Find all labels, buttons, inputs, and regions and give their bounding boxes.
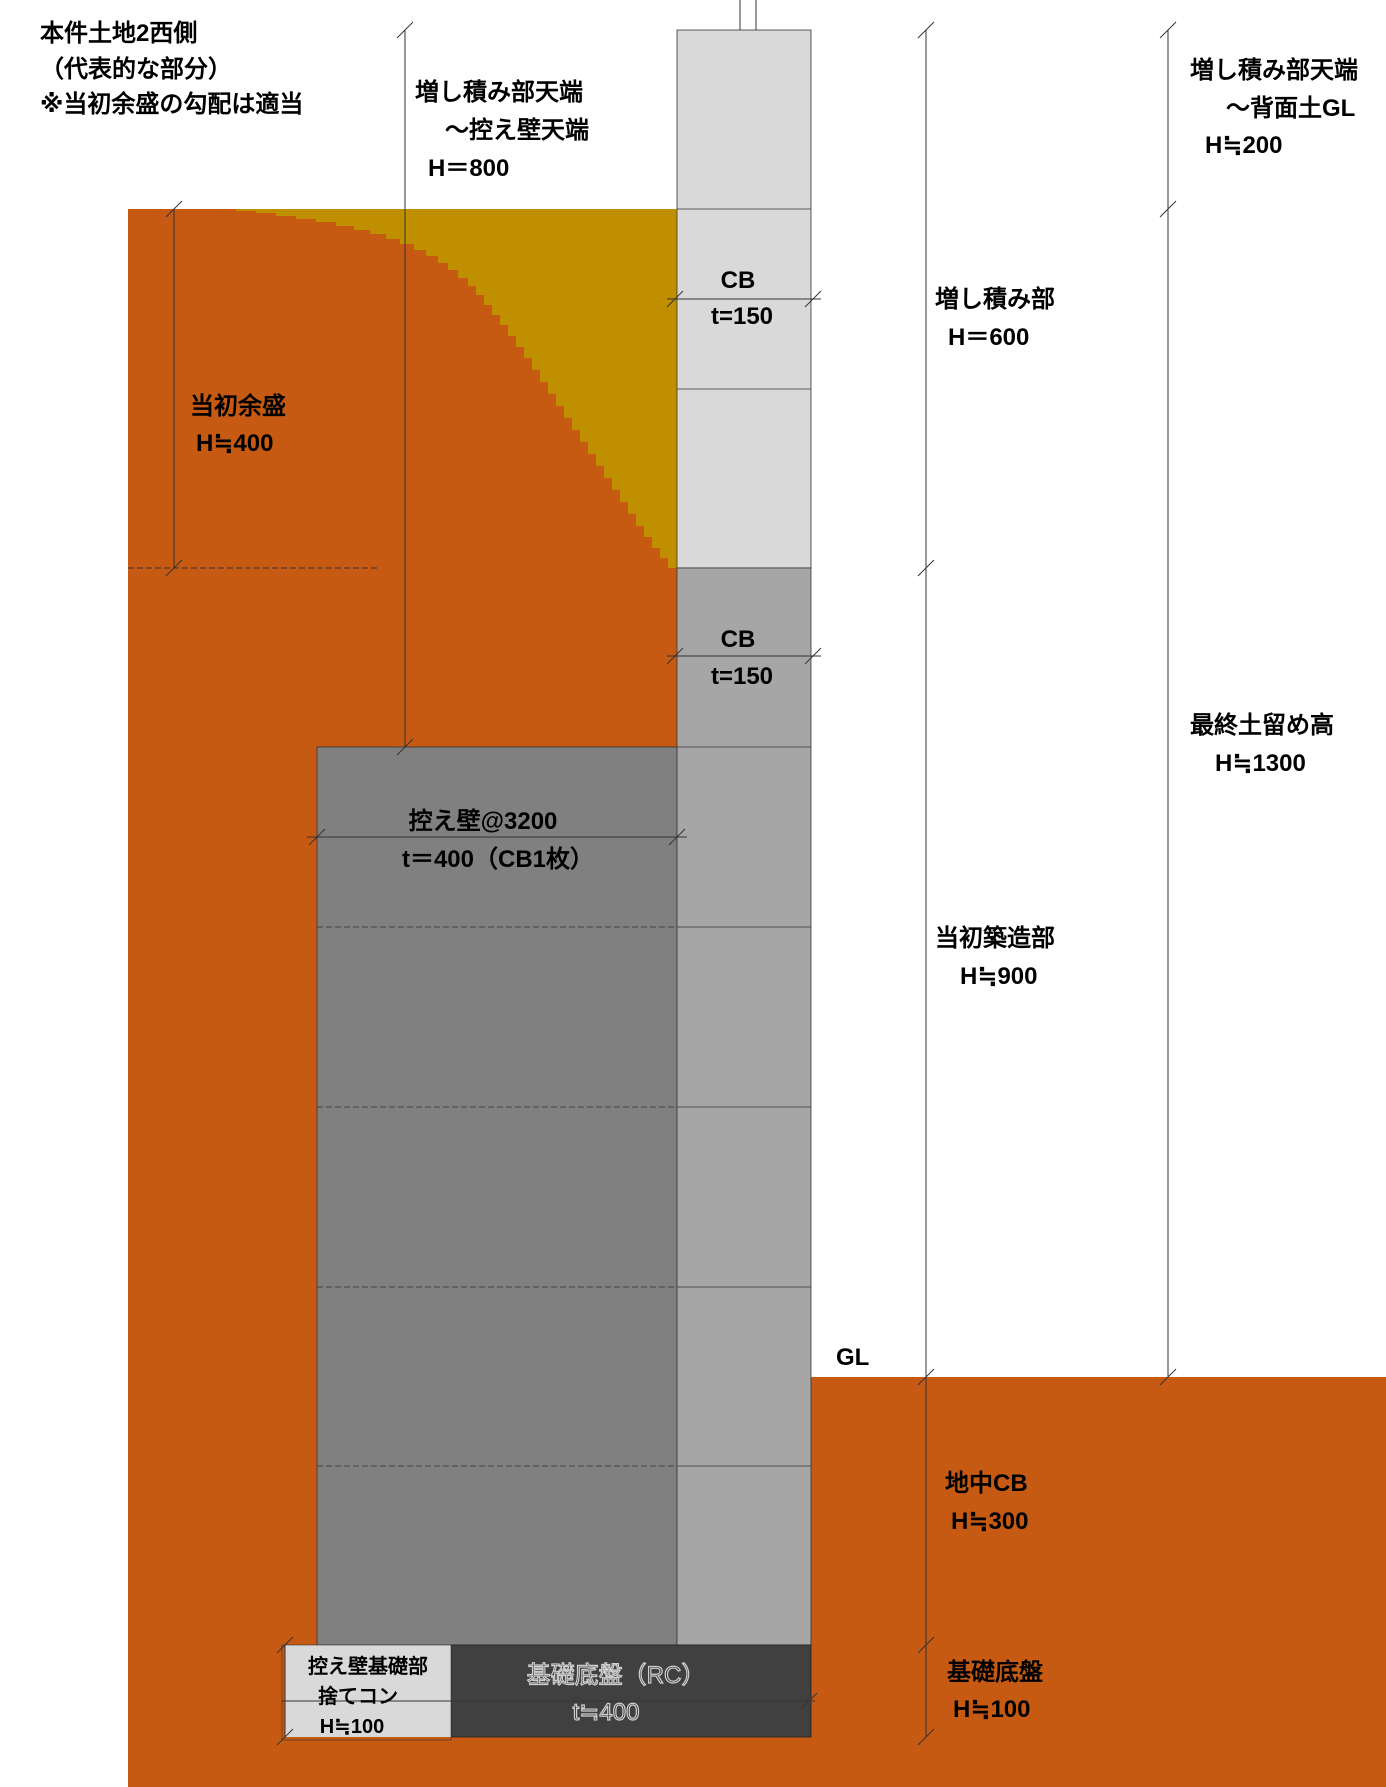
front-soil [811,1377,1386,1787]
footing-slab-label-2: t≒400 [573,1699,640,1726]
title-line-1: 本件土地2西側 [40,20,197,47]
top-to-back-gl-label-2: ～背面土GL [1226,95,1355,122]
added-part-label-1: 増し積み部 [935,285,1055,313]
leveling-concrete-label-2: 捨てコン [318,1684,398,1708]
base-slab-label-2: H≒100 [953,1696,1030,1723]
final-retaining-height-label-1: 最終土留め高 [1190,711,1334,739]
leveling-concrete-label-1: 控え壁基礎部 [308,1654,428,1678]
footing-slab-label-1: 基礎底盤（RC） [527,1662,706,1689]
added-part-label-2: H＝600 [948,324,1029,351]
title-line-2: （代表的な部分） [40,55,232,83]
wall-top-stub [740,0,756,30]
underground-cb-label-1: 地中CB [945,1470,1028,1497]
buttress-top-dim-line-2: ～控え壁天端 [445,116,589,144]
gl-label: GL [836,1344,869,1371]
cb-lower-label-1: CB [721,626,756,653]
initial-fill-label-1: 当初余盛 [190,392,286,420]
top-to-back-gl-label-1: 増し積み部天端 [1190,56,1358,84]
cb-upper-label-1: CB [721,267,756,294]
initial-fill-label-2: H≒400 [196,430,273,457]
top-to-back-gl-label-3: H≒200 [1205,132,1282,159]
leveling-concrete-label-3: H≒100 [320,1716,385,1738]
buttress-label-1: 控え壁@3200 [409,807,558,835]
buttress-label-2: t＝400（CB1枚） [402,845,594,873]
base-slab-label-1: 基礎底盤 [947,1658,1044,1686]
cb-wall-original-part [677,568,811,1645]
final-retaining-height-label-2: H≒1300 [1215,750,1306,777]
buttress-top-dim-line-1: 増し積み部天端 [415,78,583,106]
underground-cb-label-2: H≒300 [951,1508,1028,1535]
cb-lower-label-2: t=150 [711,663,773,690]
original-part-label-2: H≒900 [960,963,1037,990]
title-line-3: ※当初余盛の勾配は適当 [40,90,303,118]
cb-upper-label-2: t=150 [711,303,773,330]
foundation-soil [128,1737,1386,1787]
buttress-wall [317,747,677,1645]
original-part-label-1: 当初築造部 [935,924,1055,952]
buttress-top-dim-line-3: H＝800 [428,155,509,182]
